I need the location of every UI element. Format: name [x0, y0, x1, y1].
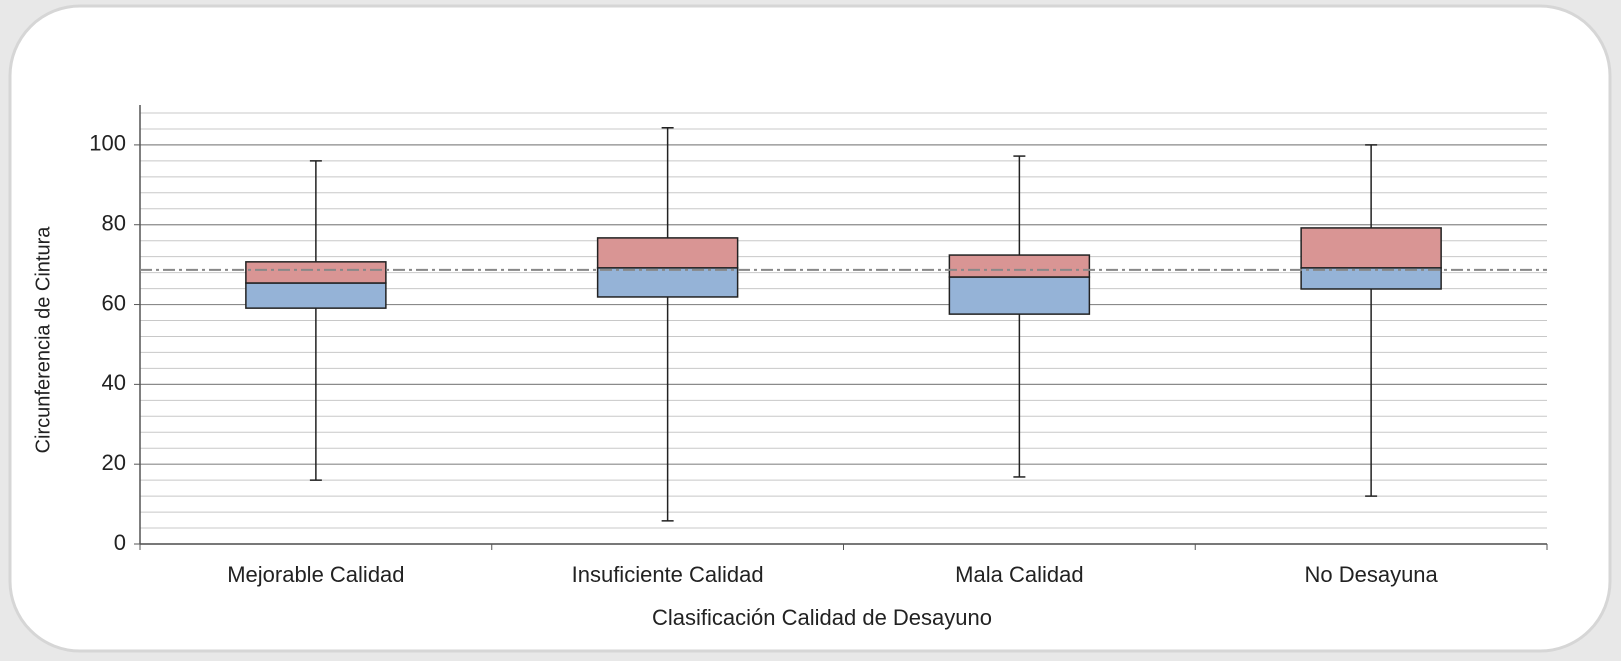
- x-tick-label: No Desayuna: [1304, 562, 1438, 587]
- box-lower: [245, 282, 387, 309]
- box-upper: [596, 237, 739, 269]
- y-tick-label: 60: [102, 290, 126, 315]
- x-tick-label: Mala Calidad: [955, 562, 1083, 587]
- box-upper: [1300, 227, 1442, 269]
- y-tick-label: 80: [102, 211, 126, 236]
- box-lower: [596, 267, 739, 298]
- card: [8, 4, 1612, 653]
- x-axis-title: Clasificación Calidad de Desayuno: [652, 605, 992, 630]
- x-tick-label: Insuficiente Calidad: [572, 562, 764, 587]
- y-tick-label: 40: [102, 370, 126, 395]
- box-upper: [245, 261, 387, 284]
- y-axis-title: Circunferencia de Cintura: [32, 226, 54, 454]
- box-lower: [1300, 267, 1442, 290]
- box-lower: [948, 276, 1091, 315]
- x-tick-label: Mejorable Calidad: [227, 562, 404, 587]
- y-tick-label: 100: [89, 131, 126, 156]
- y-tick-label: 20: [102, 450, 126, 475]
- box-upper: [948, 254, 1091, 278]
- y-tick-label: 0: [114, 530, 126, 555]
